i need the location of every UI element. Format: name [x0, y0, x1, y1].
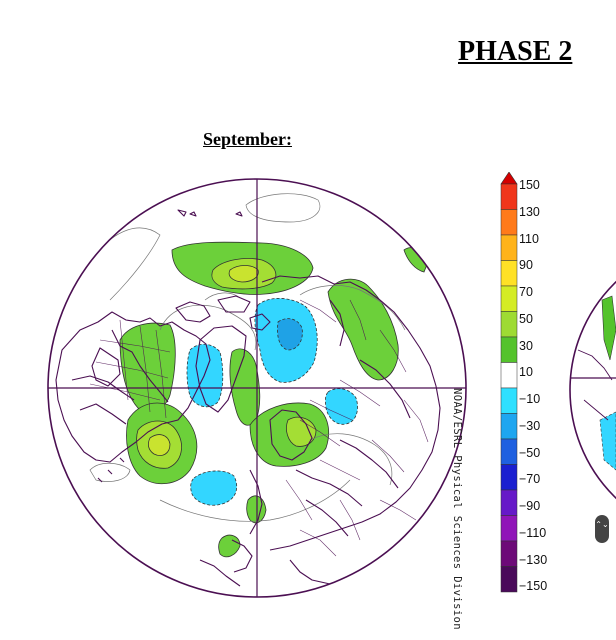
- color-legend-swatch: [500, 260, 518, 287]
- color-legend-swatch: [500, 209, 518, 236]
- color-legend-label: 150: [519, 178, 540, 192]
- color-legend-label: 110: [519, 231, 539, 246]
- map-month-title: September:: [203, 129, 292, 149]
- color-legend-label: 130: [519, 204, 540, 219]
- color-legend-label: −150: [519, 579, 548, 594]
- color-legend-label: 30: [519, 338, 533, 353]
- color-legend-label: −130: [519, 552, 548, 567]
- color-legend-swatch: [500, 362, 518, 389]
- color-legend-swatch: [500, 311, 518, 338]
- color-legend-label: 90: [519, 258, 533, 273]
- color-legend-swatch: [500, 183, 518, 210]
- polar-anomaly-map: [47, 178, 616, 598]
- color-legend-swatch: [500, 438, 518, 465]
- coastlines: [55, 209, 441, 587]
- data-source-credit: NOAA/ESRL Physical Sciences Division: [451, 388, 463, 630]
- color-legend-label: −70: [519, 472, 541, 487]
- color-legend-label: −50: [519, 445, 541, 460]
- negative-anomaly-inner: [277, 318, 303, 351]
- color-legend-label: 10: [519, 365, 533, 380]
- color-legend-label: 70: [519, 285, 533, 299]
- color-legend-arrow-top: [500, 172, 518, 185]
- color-legend-swatch: [500, 413, 518, 440]
- next-map-globe: [569, 240, 616, 540]
- scroll-handle-icon[interactable]: ⌃⌄: [595, 515, 609, 543]
- color-legend-swatch: [500, 464, 518, 491]
- color-legend-label: −30: [519, 418, 541, 433]
- color-legend-swatch: [500, 285, 518, 312]
- globe-outline: [47, 178, 467, 598]
- map-globe: [48, 179, 466, 597]
- positive-anomaly-core: [147, 265, 259, 456]
- country-borders: [89, 299, 429, 557]
- color-legend-swatch: [500, 336, 518, 363]
- page-title: PHASE 2: [458, 36, 573, 67]
- color-legend-label: 50: [519, 311, 533, 326]
- color-legend-swatch: [500, 387, 518, 414]
- color-legend-label: −110: [519, 525, 547, 540]
- color-legend-swatch: [500, 566, 518, 593]
- color-legend-swatch: [500, 515, 518, 542]
- color-legend-swatch: [500, 234, 518, 261]
- color-legend-swatch: [500, 489, 518, 516]
- map-axes: [48, 179, 466, 597]
- color-legend-bar: [500, 172, 518, 593]
- color-legend-label: −90: [519, 499, 541, 513]
- color-legend-swatch: [500, 540, 518, 567]
- color-legend-label: −10: [519, 392, 541, 406]
